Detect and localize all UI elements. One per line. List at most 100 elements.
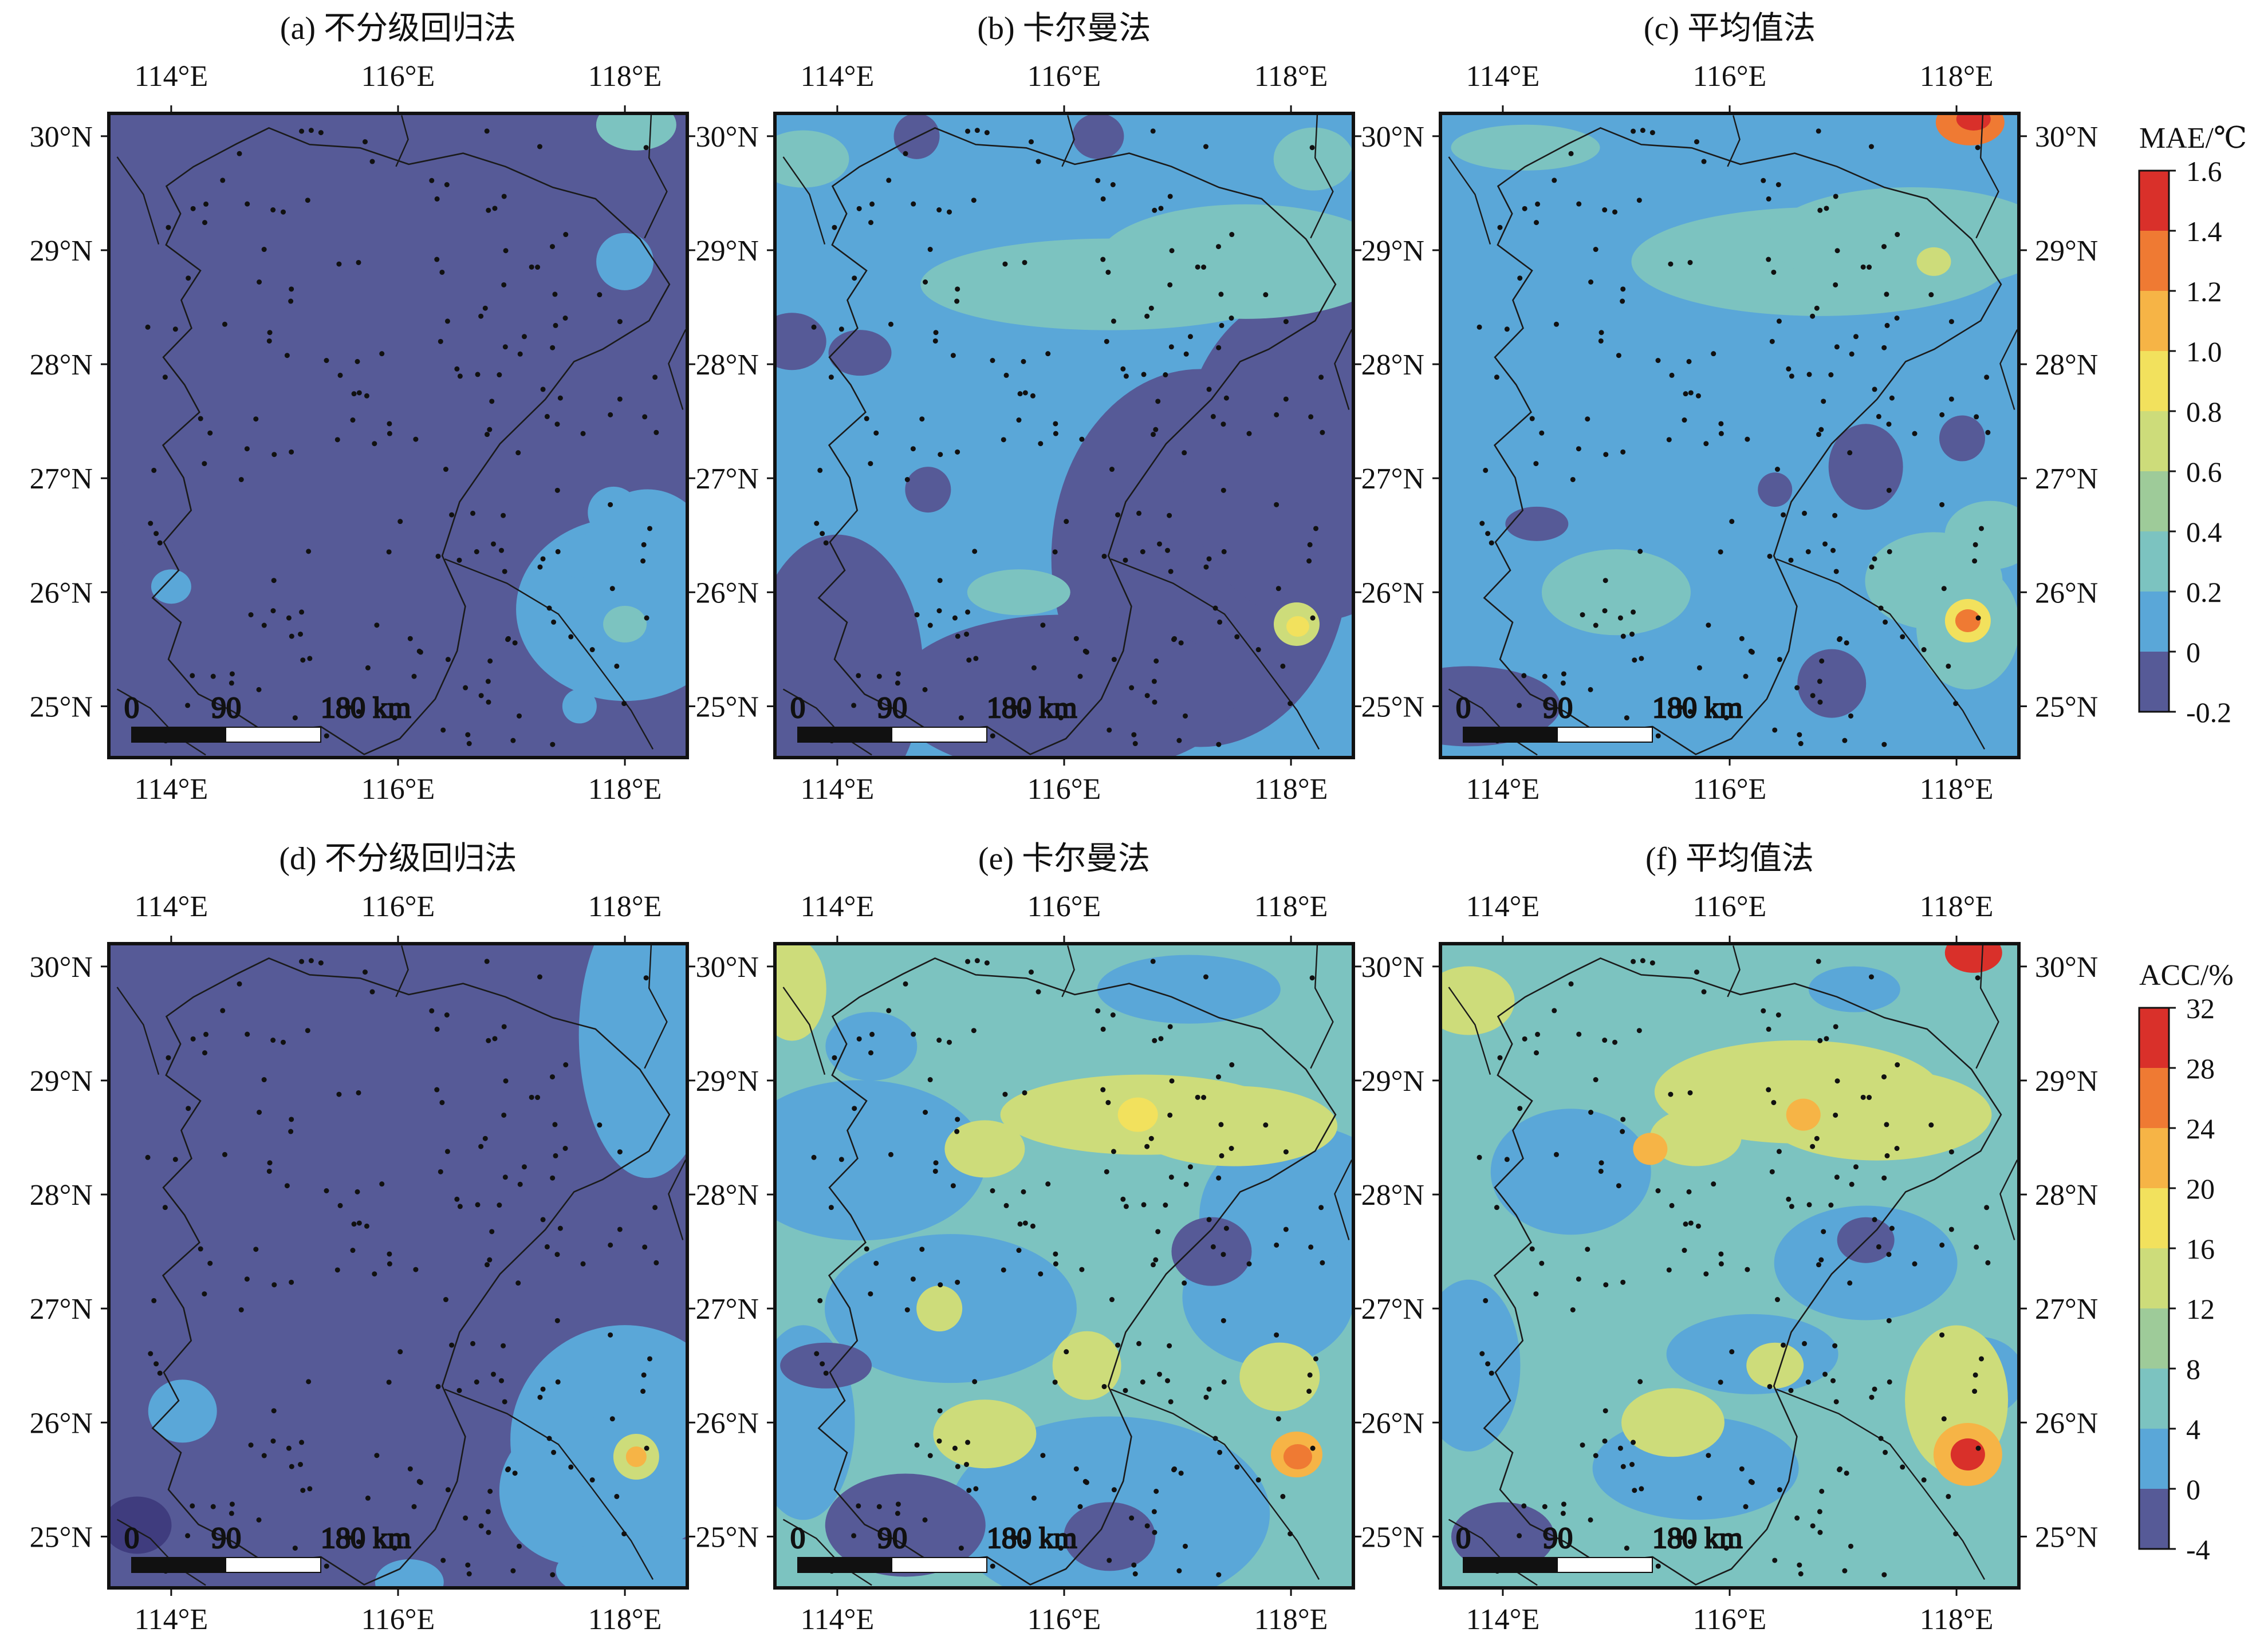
station-dot (1687, 259, 1693, 265)
station-dot (1306, 1389, 1312, 1394)
station-dot (923, 279, 928, 285)
station-dot (1030, 1223, 1036, 1229)
station-dot (1781, 512, 1786, 518)
colorbar-segment (2139, 592, 2169, 652)
station-dot (1718, 1261, 1724, 1267)
station-dot (1141, 1202, 1147, 1208)
station-dot (1053, 421, 1058, 427)
station-dot (1084, 1480, 1089, 1485)
station-dot (1077, 673, 1083, 679)
station-dot (501, 1024, 507, 1030)
station-dot (445, 657, 451, 663)
station-dot (1151, 1262, 1156, 1268)
colorbar-segment (2139, 171, 2169, 231)
station-dot (1163, 1202, 1168, 1208)
station-dot (1612, 1039, 1618, 1045)
station-dot (550, 1572, 556, 1578)
station-dot (1718, 549, 1723, 555)
lat-tick-label: 30°N (2035, 121, 2098, 153)
station-dot (1883, 619, 1888, 625)
station-dot (492, 1036, 498, 1042)
station-dot (1168, 344, 1174, 350)
station-dot (1140, 549, 1145, 555)
station-dot (947, 209, 952, 215)
map-panel: 0 90 180 km 114°E 114°E 116°E 116°E 118°E 118°E 3… (30, 11, 695, 806)
station-dot (478, 1523, 484, 1529)
station-dot (1153, 658, 1159, 664)
station-dot (256, 1517, 262, 1523)
station-dot (1639, 656, 1644, 661)
station-dot (386, 1379, 392, 1385)
station-dot (475, 372, 481, 377)
station-dot (257, 1109, 262, 1115)
neighbor-boundary (1999, 1160, 2018, 1240)
station-dot (1155, 1229, 1161, 1235)
station-dot (1872, 556, 1877, 562)
station-dot (1283, 319, 1289, 325)
lon-tick-label: 114°E (1466, 60, 1540, 93)
station-dot (888, 1152, 893, 1157)
station-dot (1848, 713, 1854, 719)
lon-tick-label: 116°E (1693, 60, 1767, 93)
lon-tick-label: 114°E (135, 60, 208, 93)
lat-tick-label: 30°N (30, 121, 93, 153)
contour-region (1762, 1069, 1992, 1161)
lon-tick-label: 114°E (801, 60, 875, 93)
station-dot (647, 1356, 653, 1362)
station-dot (207, 430, 213, 436)
station-dot (356, 1220, 362, 1226)
station-dot (947, 1039, 952, 1045)
station-dot (444, 1149, 450, 1154)
neighbor-boundary (116, 987, 160, 1075)
station-dot (487, 1488, 493, 1494)
station-dot (814, 1351, 820, 1357)
station-dot (1123, 373, 1129, 379)
lon-tick-label: 114°E (801, 773, 875, 806)
station-dot (1817, 679, 1822, 684)
station-dot (1168, 569, 1174, 574)
station-dot (1797, 1562, 1802, 1568)
station-dot (1038, 1271, 1044, 1277)
station-dot (868, 220, 874, 226)
station-dot (1489, 540, 1494, 546)
station-dot (145, 1154, 151, 1160)
contour-region (1758, 472, 1793, 507)
station-dot (491, 541, 497, 547)
station-dot (1974, 414, 1979, 420)
station-dot (1178, 1470, 1184, 1476)
station-dot (965, 609, 971, 615)
station-dot (1669, 372, 1675, 378)
station-dot (919, 416, 925, 422)
station-dot (936, 1438, 942, 1444)
station-dot (1155, 399, 1161, 404)
station-dot (324, 1188, 329, 1194)
station-dot (253, 1247, 259, 1252)
station-dot (162, 374, 168, 380)
station-dot (1695, 393, 1701, 399)
station-dot (1216, 1175, 1222, 1181)
station-dot (1477, 324, 1482, 330)
station-dot (828, 374, 834, 380)
station-dot (1307, 542, 1313, 547)
lat-tick-label: 30°N (1361, 121, 1424, 153)
station-dot (919, 1247, 925, 1252)
station-dot (1216, 1074, 1222, 1080)
station-dot (1806, 1202, 1812, 1208)
station-dot (1216, 742, 1222, 747)
station-dot (811, 1154, 817, 1160)
station-dot (1542, 673, 1548, 679)
contour-region (534, 1365, 580, 1412)
station-dot (550, 244, 556, 250)
colorbar-tick: 24 (2186, 1113, 2215, 1145)
contour-region (375, 1559, 444, 1588)
station-dot (1210, 1244, 1216, 1249)
station-dot (1806, 372, 1812, 377)
colorbar-segment (2139, 652, 2169, 712)
station-dot (1598, 338, 1604, 344)
neighbor-boundary (1448, 1519, 1538, 1586)
scale-label: 180 km (321, 692, 411, 724)
scale-label: 180 km (1652, 1522, 1742, 1555)
station-dot (1123, 557, 1128, 563)
station-dot (306, 549, 312, 554)
station-dot (529, 264, 534, 270)
